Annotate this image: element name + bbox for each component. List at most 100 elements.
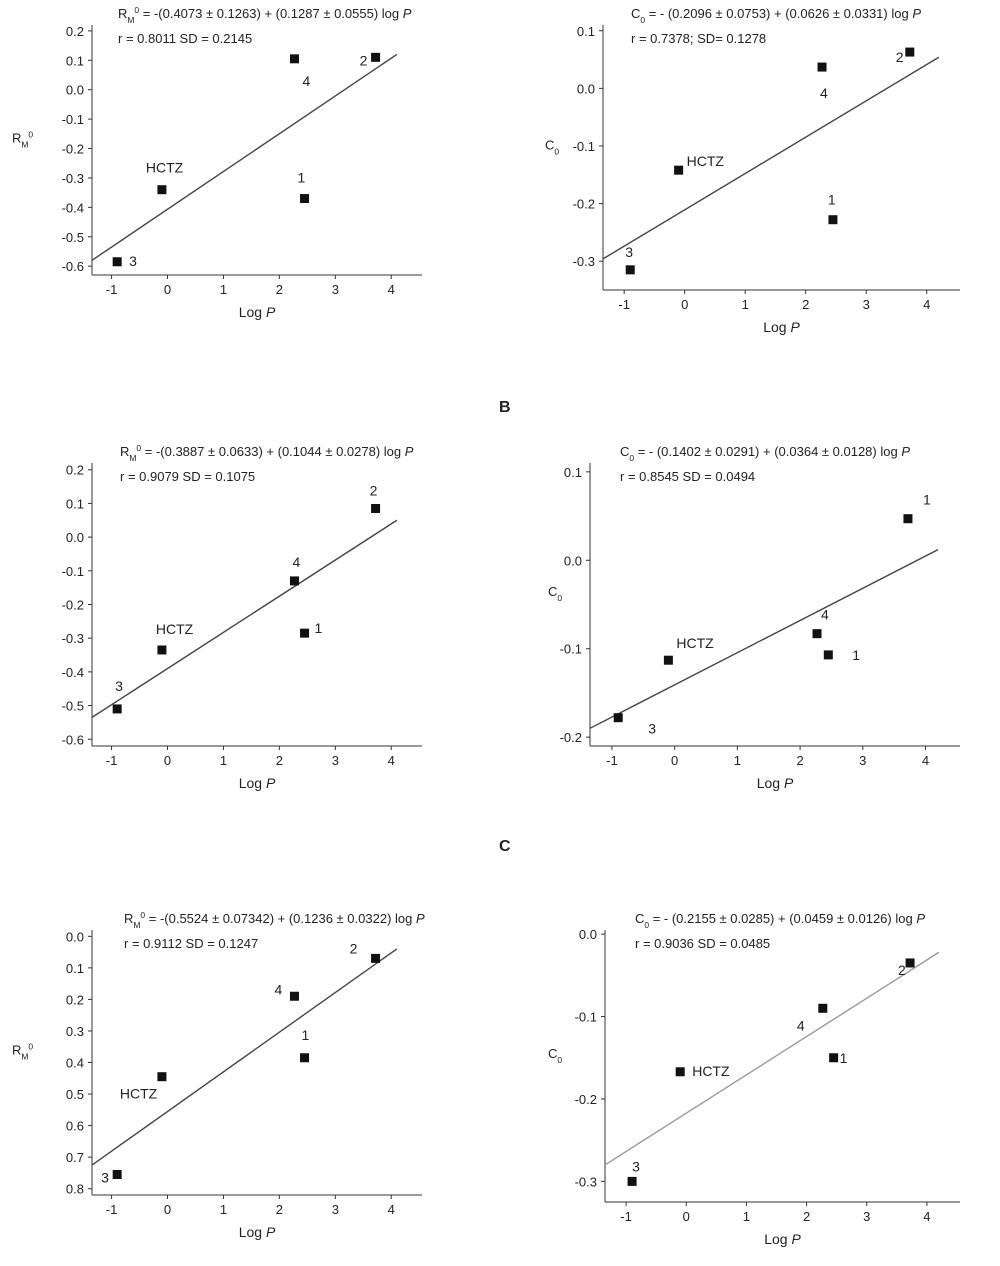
point-label: 3: [115, 678, 123, 694]
y-axis-label: C0: [548, 584, 562, 603]
point-label: HCTZ: [146, 160, 184, 176]
section-label-c: C: [499, 838, 511, 855]
x-tick-label: 4: [923, 297, 930, 312]
x-tick-label: 2: [276, 282, 283, 297]
x-tick-label: -1: [620, 1209, 632, 1224]
y-tick-label: -0.2: [62, 142, 84, 157]
point-label: 3: [101, 1169, 109, 1185]
fit-line: [91, 948, 398, 1166]
point-label: HCTZ: [156, 621, 194, 637]
x-axis-label: Log P: [757, 775, 794, 791]
x-tick-label: 4: [922, 753, 929, 768]
x-axis-label: Log P: [239, 304, 276, 320]
data-point: [829, 1053, 839, 1063]
data-point: [905, 958, 915, 968]
x-tick-label: 0: [164, 753, 171, 768]
data-point: [112, 1169, 122, 1179]
y-tick-label: -0.5: [62, 699, 84, 714]
point-label: 4: [302, 73, 310, 89]
x-tick-label: 4: [388, 282, 395, 297]
point-label: 1: [852, 647, 860, 663]
y-tick-label: -0.4: [62, 665, 84, 680]
point-label: 4: [797, 1017, 805, 1033]
y-tick-label: 0.0: [66, 83, 84, 98]
data-point: [289, 991, 299, 1001]
x-tick-label: 0: [683, 1209, 690, 1224]
data-point: [300, 628, 310, 638]
point-label: HCTZ: [676, 635, 714, 651]
point-label: 4: [821, 607, 829, 623]
point-label: 2: [896, 49, 904, 65]
x-tick-label: 1: [220, 282, 227, 297]
point-label: HCTZ: [687, 153, 725, 169]
data-point: [112, 257, 122, 267]
data-point: [289, 576, 299, 586]
point-label: 1: [298, 170, 306, 186]
fit-line: [589, 549, 939, 729]
regression-equation: C0 = - (0.2096 ± 0.0753) + (0.0626 ± 0.0…: [631, 6, 921, 25]
data-point: [300, 194, 310, 204]
y-tick-label: 0.2: [66, 24, 84, 39]
data-point: [157, 185, 167, 195]
y-tick-label: 0.3: [66, 1024, 84, 1039]
y-tick-label: 0.2: [66, 992, 84, 1007]
y-axis-label: RM0: [12, 130, 33, 150]
regression-equation: RM0 = -(0.4073 ± 0.1263) + (0.1287 ± 0.0…: [118, 5, 412, 25]
x-tick-label: -1: [106, 282, 118, 297]
y-tick-label: 0.2: [66, 463, 84, 478]
x-tick-label: 2: [796, 753, 803, 768]
x-tick-label: -1: [106, 753, 118, 768]
x-axis-label: Log P: [763, 319, 800, 335]
y-tick-label: 0.1: [66, 53, 84, 68]
x-tick-label: 0: [681, 297, 688, 312]
data-point: [675, 1067, 685, 1077]
data-point: [903, 514, 913, 524]
section-label-b: B: [499, 399, 511, 416]
y-tick-label: 0.1: [577, 24, 595, 39]
regression-equation: RM0 = -(0.5524 ± 0.07342) + (0.1236 ± 0.…: [124, 910, 425, 930]
y-tick-label: 0.1: [66, 496, 84, 511]
y-tick-label: 0.5: [66, 1087, 84, 1102]
point-label: 4: [820, 85, 828, 101]
y-tick-label: -0.2: [575, 1092, 597, 1107]
y-tick-label: -0.2: [573, 197, 595, 212]
regression-stats: r = 0.9112 SD = 0.1247: [124, 936, 258, 951]
regression-stats: r = 0.9079 SD = 0.1075: [120, 469, 255, 484]
data-point: [817, 62, 827, 72]
x-tick-label: 4: [388, 753, 395, 768]
point-label: 1: [840, 1050, 848, 1066]
y-tick-label: 0.8: [66, 1182, 84, 1197]
data-point: [371, 953, 381, 963]
fit-line: [91, 53, 398, 261]
y-tick-label: -0.6: [62, 259, 84, 274]
regression-equation: RM0 = -(0.3887 ± 0.0633) + (0.1044 ± 0.0…: [120, 443, 414, 463]
data-point: [371, 503, 381, 513]
x-tick-label: 3: [332, 753, 339, 768]
y-tick-label: -0.2: [560, 730, 582, 745]
point-label: 1: [828, 192, 836, 208]
data-point: [663, 655, 673, 665]
regression-stats: r = 0.8545 SD = 0.0494: [620, 469, 755, 484]
fit-line: [604, 951, 940, 1166]
y-tick-label: 0.4: [66, 1056, 84, 1071]
x-tick-label: 1: [743, 1209, 750, 1224]
y-tick-label: 0.0: [66, 530, 84, 545]
point-label: 1: [302, 1027, 310, 1043]
y-tick-label: -0.2: [62, 598, 84, 613]
data-point: [157, 1072, 167, 1082]
data-point: [157, 645, 167, 655]
point-label: 2: [898, 962, 906, 978]
x-axis-label: Log P: [239, 775, 276, 791]
y-tick-label: -0.3: [575, 1174, 597, 1189]
y-tick-label: -0.1: [575, 1010, 597, 1025]
y-tick-label: 0.0: [577, 81, 595, 96]
x-tick-label: 1: [734, 753, 741, 768]
y-tick-label: -0.3: [62, 631, 84, 646]
point-label: 3: [648, 721, 656, 737]
x-tick-label: 2: [803, 1209, 810, 1224]
point-label: 1: [315, 620, 323, 636]
y-tick-label: -0.1: [62, 112, 84, 127]
data-point: [300, 1053, 310, 1063]
